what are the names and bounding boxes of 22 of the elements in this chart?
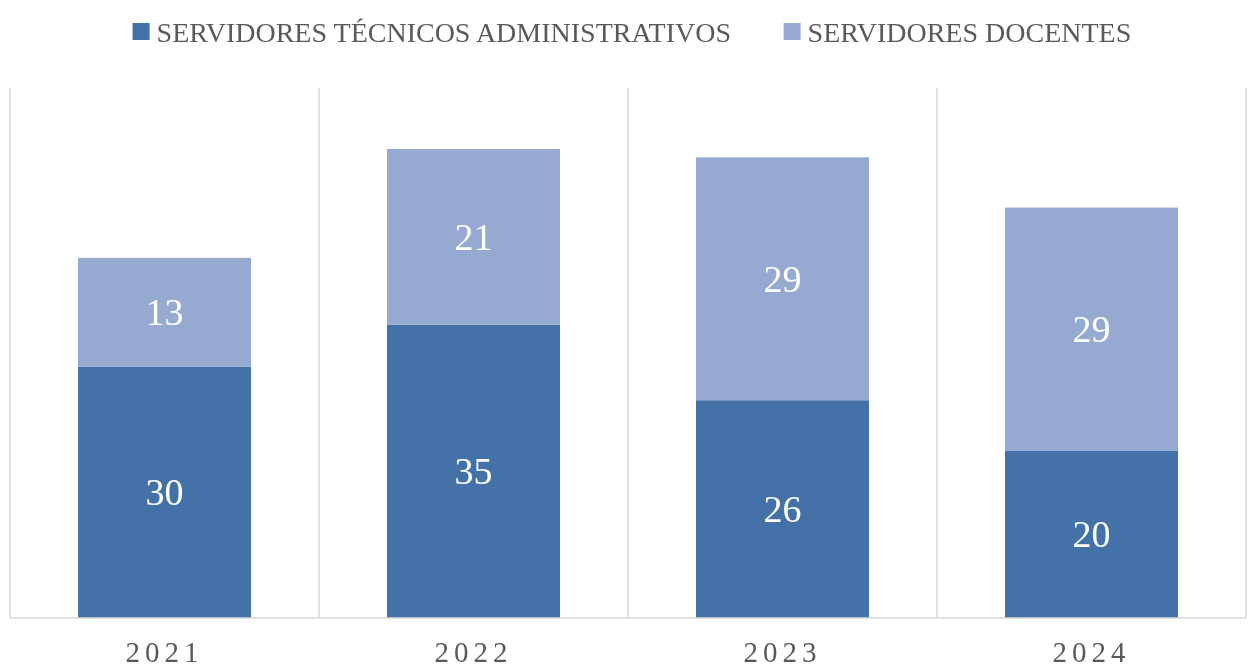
bar (77, 366, 252, 618)
x-tick-label: 2024 (1052, 636, 1131, 668)
bar (386, 324, 561, 618)
data-label: 13 (145, 291, 184, 334)
legend-label: SERVIDORES DOCENTES (807, 16, 1132, 48)
data-label: 29 (1072, 308, 1111, 351)
bar (695, 157, 870, 401)
x-tick-label: 2022 (434, 636, 513, 668)
data-label: 20 (1072, 513, 1111, 556)
data-label: 21 (454, 215, 493, 258)
bar (1004, 450, 1179, 618)
legend-label: SERVIDORES TÉCNICOS ADMINISTRATIVOS (156, 16, 732, 48)
x-tick-label: 2023 (743, 636, 822, 668)
bar (1004, 207, 1179, 451)
x-tick-label: 2021 (125, 636, 204, 668)
data-label: 30 (145, 471, 184, 514)
bar (386, 148, 561, 325)
data-label: 29 (763, 257, 802, 300)
bar (695, 400, 870, 618)
data-label: 26 (763, 488, 802, 531)
bar (77, 257, 252, 367)
data-label: 35 (454, 450, 493, 493)
